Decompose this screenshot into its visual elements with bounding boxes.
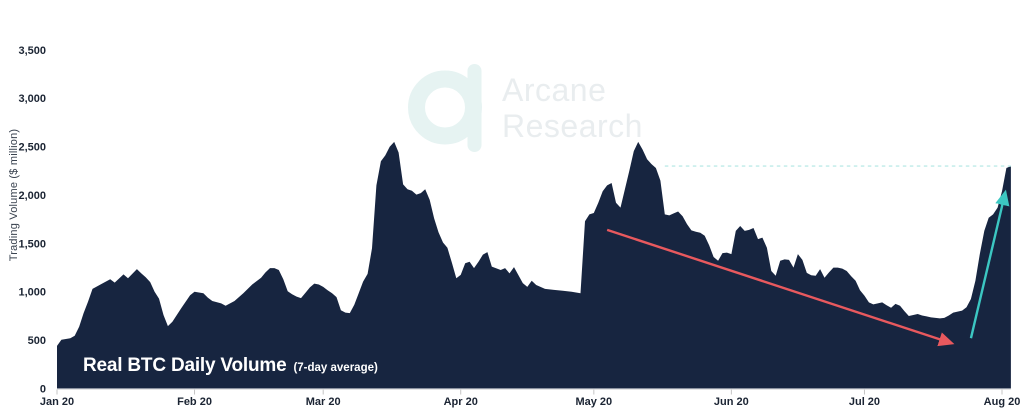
x-tick-label: Jan 20	[40, 396, 74, 408]
x-tick-label: Feb 20	[177, 396, 212, 408]
downtrend-arrow	[606, 228, 955, 347]
chart-title: Real BTC Daily Volume (7-day average)	[83, 355, 378, 377]
chart-title-main: Real BTC Daily Volume	[83, 355, 287, 376]
y-tick-label: 2,500	[18, 142, 46, 154]
y-tick-label: 1,000	[18, 287, 46, 299]
arcane-logo-bar	[467, 64, 482, 152]
y-tick-label: 2,000	[18, 190, 46, 202]
watermark-line2: Research	[502, 108, 643, 144]
x-tick-label: Apr 20	[444, 396, 478, 408]
watermark-line1: Arcane	[502, 72, 606, 108]
y-tick-label: 1,500	[18, 238, 46, 250]
arcane-research-watermark: Arcane Research	[408, 64, 643, 152]
uptrend-arrow	[969, 189, 1010, 339]
arcane-logo-ring	[408, 70, 482, 145]
y-tick-label: 3,000	[18, 93, 46, 105]
x-tick-label: Aug 20	[984, 396, 1021, 408]
y-axis-title: Trading Volume ($ million)	[8, 129, 20, 262]
x-tick-label: May 20	[575, 396, 612, 408]
axes: Jan 20 Feb 20 Mar 20 Apr 20 May 20 Jun 20 Jul …	[18, 45, 1020, 408]
x-tick-label: Jun 20	[714, 396, 749, 408]
area-series	[57, 141, 1011, 389]
plot-area	[57, 141, 1011, 389]
y-tick-label: 3,500	[18, 45, 46, 57]
chart-title-sub: (7-day average)	[293, 362, 378, 374]
y-tick-label: 0	[40, 383, 46, 395]
y-tick-label: 500	[28, 335, 46, 347]
x-tick-label: Mar 20	[306, 396, 341, 408]
x-tick-label: Jul 20	[849, 396, 880, 408]
